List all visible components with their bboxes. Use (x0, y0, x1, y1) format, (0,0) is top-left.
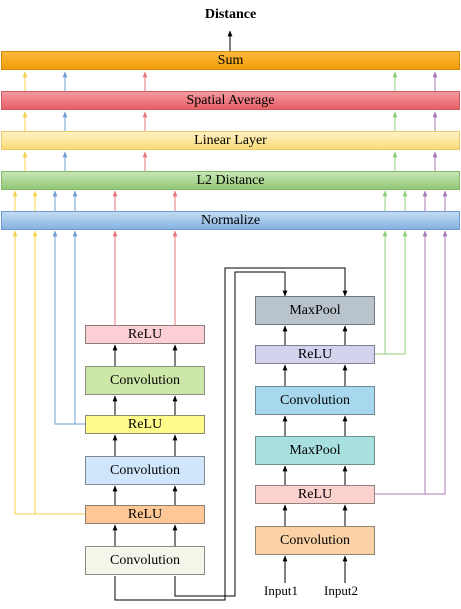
left-convolution-mid: Convolution (85, 456, 205, 485)
feature-line-right-relu-top (375, 230, 388, 355)
input2-label: Input2 (324, 583, 358, 598)
right-convolution: Convolution (255, 386, 375, 415)
input1-label: Input1 (264, 583, 298, 598)
linear-layer: Linear Layer (1, 131, 460, 150)
left-relu-top: ReLU (85, 325, 205, 344)
normalize-layer: Normalize (1, 211, 460, 230)
feature-line-right-relu-top-2 (375, 230, 408, 355)
left-convolution-top: Convolution (85, 366, 205, 395)
left-relu-bottom: ReLU (85, 505, 205, 524)
feature-line-right-relu-bottom (375, 230, 428, 495)
routing-line-1 (114, 267, 348, 601)
right-maxpool-bottom: MaxPool (255, 436, 375, 465)
feature-line-right-relu-bottom-2 (375, 230, 448, 495)
feature-line-relu-bottom-2 (32, 230, 85, 515)
routing-line-2 (174, 271, 288, 597)
feature-line-relu-mid (52, 230, 85, 425)
right-relu-top: ReLU (255, 345, 375, 364)
right-convolution-bottom: Convolution (255, 526, 375, 555)
right-relu-bottom: ReLU (255, 485, 375, 504)
sum-layer: Sum (1, 51, 460, 70)
right-maxpool-top: MaxPool (255, 296, 375, 325)
output-distance-label: Distance (204, 7, 257, 22)
l2-distance-layer: L2 Distance (1, 171, 460, 190)
left-convolution-bottom: Convolution (85, 546, 205, 575)
feature-line-relu-mid-2 (72, 230, 85, 425)
left-relu-mid: ReLU (85, 415, 205, 434)
spatial-average-layer: Spatial Average (1, 91, 460, 110)
